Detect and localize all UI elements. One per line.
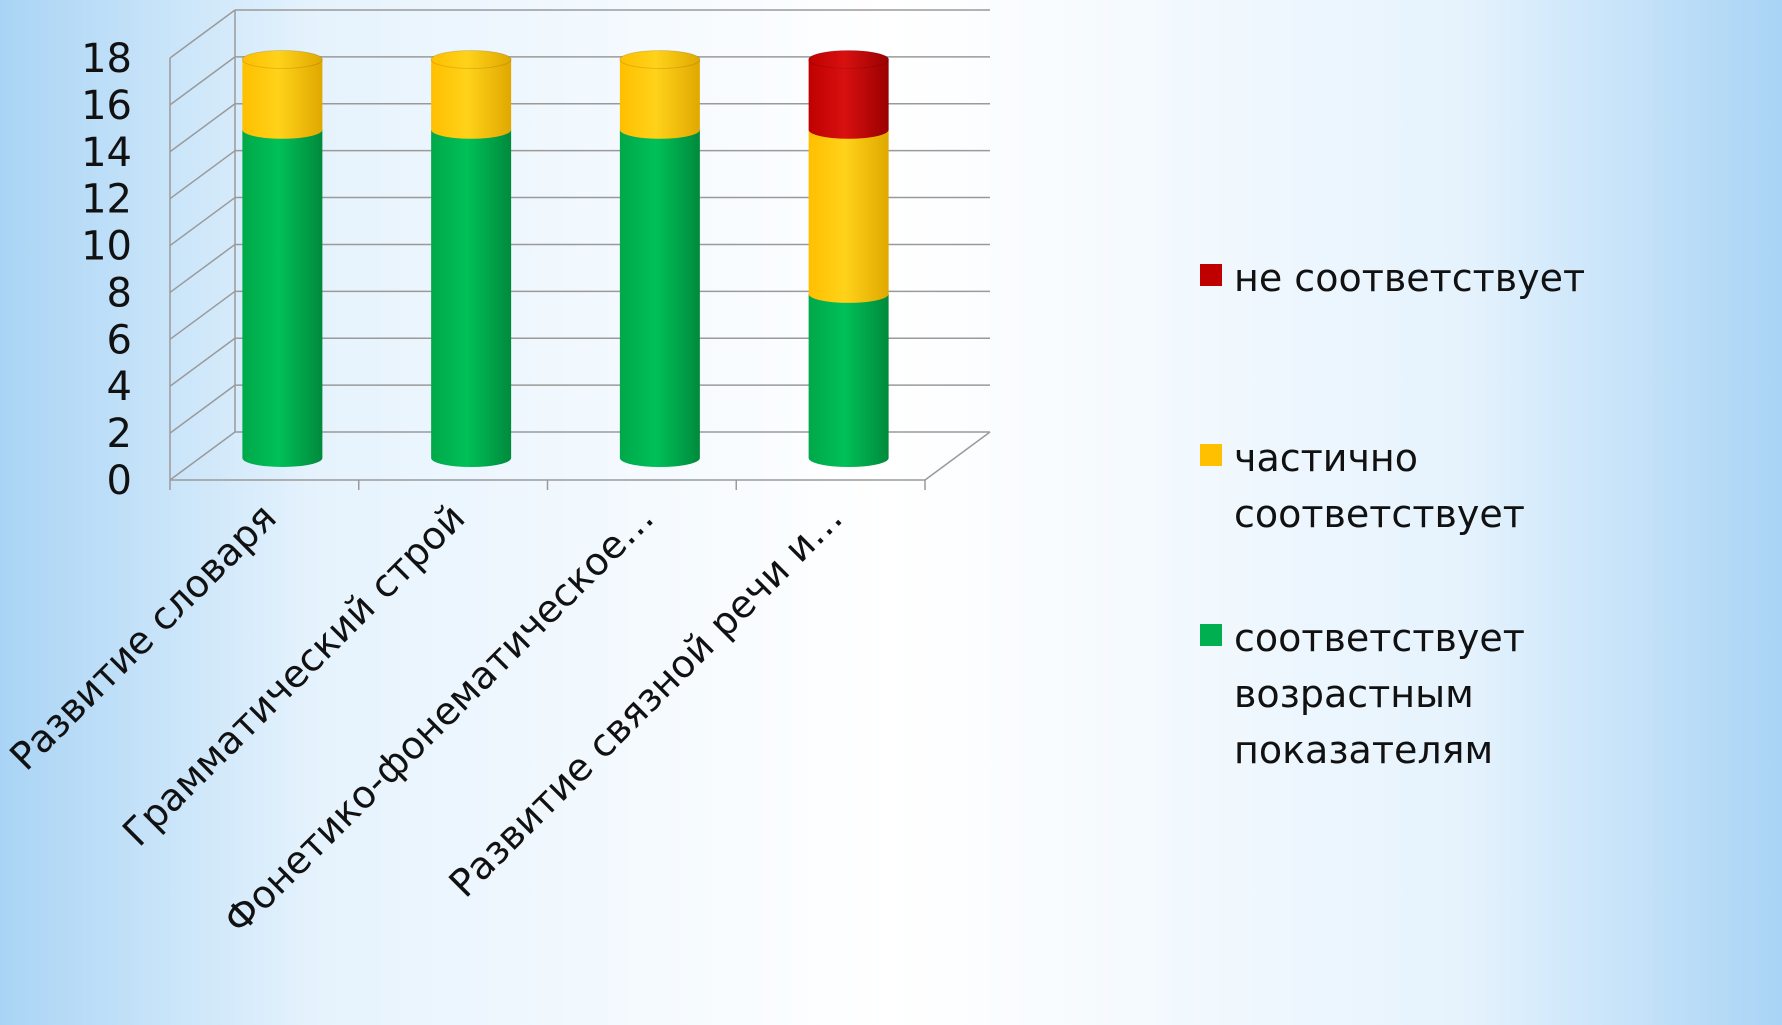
y-tick-label: 2 — [107, 411, 132, 457]
bar-segment — [242, 59, 323, 139]
bars — [241, 49, 890, 467]
y-tick-label: 16 — [81, 83, 132, 129]
gridline-diagonal — [169, 337, 236, 387]
gridline-diagonal — [169, 9, 236, 59]
bar-segment — [242, 129, 323, 467]
legend-swatch — [1200, 624, 1222, 646]
y-tick-label: 10 — [81, 224, 132, 270]
gridline-diagonal — [169, 384, 236, 434]
bar-top — [619, 49, 701, 69]
y-tick-label: 6 — [107, 317, 132, 363]
gridline-diagonal — [169, 431, 236, 481]
bar-top — [241, 49, 323, 69]
y-tick-label: 0 — [107, 458, 132, 504]
bar-top — [808, 49, 890, 69]
gridline-diagonal — [169, 103, 236, 153]
gridline-diagonal — [169, 56, 236, 106]
bar-segment — [431, 59, 512, 139]
bar-segment — [431, 129, 512, 467]
floor-edge — [924, 431, 991, 481]
bar-segment — [808, 293, 889, 467]
bar-segment — [619, 129, 700, 467]
y-tick-label: 8 — [107, 270, 132, 316]
legend-label: частично соответствует — [1234, 436, 1525, 536]
x-tick-label: Грамматический строй — [114, 495, 473, 854]
legend-swatch — [1200, 264, 1222, 286]
legend-item: частично соответствует — [1200, 430, 1694, 542]
gridline-diagonal — [169, 290, 236, 340]
bar-top — [430, 49, 512, 69]
y-tick-label: 14 — [81, 130, 132, 176]
bar-segment — [808, 129, 889, 303]
bar-segment — [808, 59, 889, 139]
bar-segment — [619, 59, 700, 139]
gridline-diagonal — [169, 150, 236, 200]
x-tick-label: Развитие связной речи и… — [441, 495, 851, 905]
legend-label: не соответствует — [1234, 256, 1586, 300]
legend-item: не соответствует — [1200, 250, 1694, 306]
y-tick-label: 12 — [81, 177, 132, 223]
y-tick-label: 18 — [81, 36, 132, 82]
gridline-diagonal — [169, 243, 236, 294]
gridline-diagonal — [169, 196, 236, 247]
y-tick-label: 4 — [107, 364, 132, 410]
axes — [169, 58, 991, 490]
legend-item: соответствует возрастным показателям — [1200, 610, 1694, 778]
legend-swatch — [1200, 444, 1222, 466]
legend-label: соответствует возрастным показателям — [1234, 616, 1525, 772]
